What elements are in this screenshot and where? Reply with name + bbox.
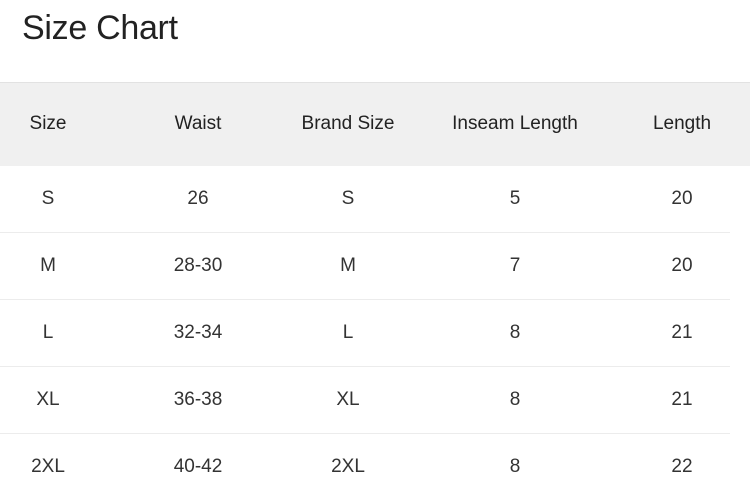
column-header-inseam-length: Inseam Length — [396, 82, 634, 166]
cell-size: XL — [0, 367, 96, 434]
cell-waist: 26 — [96, 166, 300, 233]
column-header-length: Length — [634, 82, 730, 166]
cell-length: 22 — [634, 434, 730, 500]
cell-waist: 32-34 — [96, 300, 300, 367]
column-header-waist: Waist — [96, 82, 300, 166]
column-header-size: Size — [0, 82, 96, 166]
cell-size: L — [0, 300, 96, 367]
cell-brand-size: 2XL — [300, 434, 396, 500]
cell-waist: 36-38 — [96, 367, 300, 434]
column-header-brand-size: Brand Size — [300, 82, 396, 166]
cell-length: 20 — [634, 166, 730, 233]
size-chart-table: Size Waist Brand Size Inseam Length Leng… — [0, 82, 730, 500]
cell-length: 21 — [634, 300, 730, 367]
cell-inseam-length: 8 — [396, 434, 634, 500]
cell-inseam-length: 7 — [396, 233, 634, 300]
cell-brand-size: XL — [300, 367, 396, 434]
cell-size: 2XL — [0, 434, 96, 500]
page-title: Size Chart — [22, 9, 178, 48]
cell-length: 21 — [634, 367, 730, 434]
table-header-row: Size Waist Brand Size Inseam Length Leng… — [0, 82, 730, 166]
cell-brand-size: L — [300, 300, 396, 367]
cell-length: 20 — [634, 233, 730, 300]
cell-waist: 40-42 — [96, 434, 300, 500]
cell-brand-size: S — [300, 166, 396, 233]
size-chart-table-container: Size Waist Brand Size Inseam Length Leng… — [0, 82, 750, 500]
cell-brand-size: M — [300, 233, 396, 300]
cell-inseam-length: 5 — [396, 166, 634, 233]
cell-waist: 28-30 — [96, 233, 300, 300]
cell-inseam-length: 8 — [396, 367, 634, 434]
cell-size: S — [0, 166, 96, 233]
cell-size: M — [0, 233, 96, 300]
cell-inseam-length: 8 — [396, 300, 634, 367]
